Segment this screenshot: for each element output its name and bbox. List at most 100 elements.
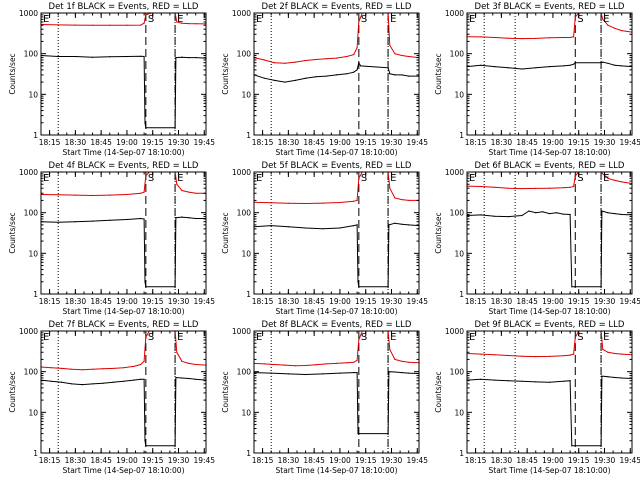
- lld-series-line-point: [356, 359, 358, 361]
- lld-series-line-point: [176, 21, 178, 23]
- lld-series-line-point: [346, 55, 348, 58]
- events-series-line-point: [195, 217, 197, 220]
- events-series-line-point: [284, 81, 286, 83]
- lld-series-line: [40, 12, 207, 26]
- lld-series-line-point: [143, 191, 145, 193]
- events-series-line-point: [50, 380, 52, 382]
- lld-series-line-point: [140, 24, 142, 26]
- panel-title: Det 4f BLACK = Events, RED = LLD: [49, 161, 199, 171]
- events-series-line-point: [607, 62, 609, 64]
- events-series-line-point: [57, 55, 59, 58]
- x-tick-label: 19:15: [568, 297, 590, 306]
- events-series-line-point: [535, 67, 537, 69]
- lld-series-line-point: [181, 22, 183, 24]
- lld-series-line-point: [287, 202, 289, 204]
- y-tick-label: 100: [450, 368, 465, 377]
- x-tick-label: 19:30: [594, 138, 616, 147]
- y-axis-label: Counts/sec: [434, 53, 443, 94]
- lld-series-line-point: [548, 355, 551, 357]
- lld-series-line-point: [176, 351, 178, 353]
- x-tick-label: 19:45: [406, 138, 428, 147]
- events-series-line-point: [571, 286, 573, 288]
- x-axis-label: Start Time (14-Sep-07 18:10:00): [63, 466, 185, 475]
- marker-label: S: [148, 14, 154, 25]
- lld-series-line-point: [140, 363, 142, 366]
- marker-label: E: [256, 332, 262, 343]
- plot-frame: [40, 330, 207, 454]
- x-tick-label: 18:30: [491, 138, 513, 147]
- events-series-line-point: [356, 224, 358, 226]
- x-tick-label: 18:30: [278, 456, 300, 465]
- x-axis-label: Start Time (14-Sep-07 18:10:00): [276, 307, 398, 316]
- lld-series-line-point: [145, 336, 147, 338]
- events-series-line-point: [143, 55, 145, 58]
- lld-series-line-point: [335, 57, 338, 59]
- lld-series-line-point: [493, 36, 496, 39]
- x-axis-label: Start Time (14-Sep-07 18:10:00): [276, 148, 398, 157]
- x-tick-label: 19:30: [168, 297, 190, 306]
- lld-series-line-point: [61, 367, 63, 369]
- events-series-line-point: [388, 371, 390, 373]
- x-tick-label: 19:45: [193, 456, 215, 465]
- lld-series-line-point: [574, 175, 576, 177]
- x-tick-label: 18:15: [39, 297, 61, 306]
- x-tick-label: 19:15: [142, 297, 164, 306]
- x-tick-label: 18:30: [491, 456, 513, 465]
- events-series-line-point: [562, 380, 564, 382]
- x-axis-label: Start Time (14-Sep-07 18:10:00): [63, 307, 185, 316]
- events-series-line-point: [621, 65, 623, 67]
- lld-series-line-point: [521, 38, 523, 40]
- marker-label: E: [390, 332, 396, 343]
- events-series-line-point: [126, 218, 128, 221]
- events-series-line-point: [144, 281, 146, 283]
- lld-series-line-point: [181, 189, 183, 192]
- lld-series-line-point: [389, 348, 391, 351]
- events-series-line-point: [195, 378, 197, 380]
- events-series-line-point: [74, 55, 76, 58]
- lld-series-line-point: [263, 363, 265, 365]
- events-series-line-point: [143, 218, 145, 220]
- x-tick-label: 19:45: [406, 297, 428, 306]
- marker-label: E: [603, 173, 609, 184]
- events-series-line-point: [61, 381, 63, 383]
- events-series-line-point: [388, 224, 390, 226]
- lld-series-line-point: [569, 186, 571, 188]
- plot-frame: [253, 171, 420, 295]
- lld-series-line-point: [535, 356, 537, 358]
- events-series-line-point: [408, 75, 410, 77]
- events-series-line-point: [573, 63, 575, 65]
- lld-series-line-point: [74, 24, 76, 26]
- events-series-line-point: [408, 372, 410, 374]
- y-tick-label: 1: [246, 131, 251, 140]
- lld-series-line: [40, 171, 206, 197]
- lld-series-line-point: [294, 365, 296, 367]
- y-tick-label: 100: [450, 50, 465, 59]
- x-tick-label: 18:15: [252, 138, 274, 147]
- x-tick-label: 19:45: [619, 297, 640, 306]
- events-series-line-point: [571, 445, 573, 447]
- x-tick-label: 19:00: [116, 297, 138, 306]
- lld-series-line-point: [81, 369, 83, 371]
- panel-title: Det 7f BLACK = Events, RED = LLD: [49, 320, 199, 330]
- events-series-line-point: [305, 373, 307, 376]
- x-tick-label: 18:45: [90, 297, 112, 306]
- x-tick-label: 18:45: [303, 297, 325, 306]
- lld-series-line: [466, 171, 633, 190]
- x-axis-label: Start Time (14-Sep-07 18:10:00): [489, 148, 611, 157]
- events-series-line-point: [574, 62, 576, 64]
- events-series-line-point: [389, 73, 391, 75]
- events-series-line-point: [358, 62, 360, 64]
- lld-series-line-point: [92, 194, 94, 197]
- lld-series-line-point: [389, 187, 391, 189]
- y-tick-label: 100: [237, 50, 252, 59]
- events-series-line-point: [493, 215, 496, 217]
- lld-series-line-point: [614, 352, 616, 355]
- x-axis-label: Start Time (14-Sep-07 18:10:00): [489, 307, 611, 316]
- lld-series-line-point: [112, 367, 114, 369]
- lld-series-line-point: [140, 192, 142, 194]
- y-tick-label: 1: [33, 131, 38, 140]
- lld-series-line-point: [356, 199, 358, 201]
- events-series-line-point: [92, 383, 94, 385]
- lld-series-line-point: [315, 58, 317, 61]
- y-tick-label: 1: [33, 449, 38, 458]
